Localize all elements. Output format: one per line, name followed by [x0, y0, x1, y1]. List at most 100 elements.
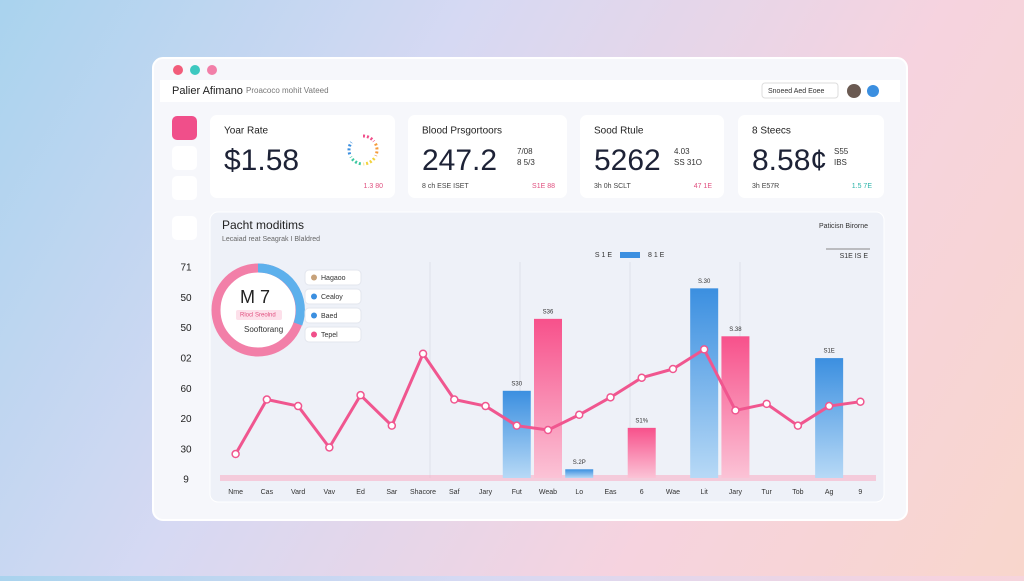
ring-seg — [362, 134, 376, 143]
line-point — [356, 390, 365, 400]
legend-right: S1E IS E — [840, 253, 869, 260]
y-axis-label: 02 — [180, 354, 192, 365]
ring-seg — [347, 141, 353, 155]
donut-widget: M 7 Rlocl Sreolnd Sooftorang Hagaoo Cealo… — [211, 263, 362, 357]
line-point — [793, 421, 803, 430]
line-point — [512, 421, 522, 430]
panel-right-title: Paticisn Birorne — [819, 223, 868, 230]
donut-ring — [257, 263, 305, 326]
x-axis-label: Vav — [324, 489, 336, 496]
header-bar — [160, 80, 900, 102]
bar-label: S.38 — [729, 327, 742, 333]
kpi-card — [580, 115, 724, 198]
x-axis-label: Tur — [762, 489, 773, 496]
popup-label: Cealoy — [321, 294, 343, 301]
x-axis-label: Fut — [512, 489, 522, 496]
kpi-foot-right: S1E 88 — [532, 183, 555, 190]
bar — [690, 288, 719, 478]
bar-label: S30 — [511, 381, 522, 387]
kpi-label: 8 Steecs — [752, 126, 791, 137]
line-point — [262, 395, 272, 404]
line-point — [325, 443, 334, 452]
x-axis-label: Tob — [792, 489, 803, 496]
x-axis-label: Jary — [479, 489, 493, 496]
y-axis-label: 9 — [183, 475, 189, 486]
line-point — [543, 425, 553, 435]
line-point — [762, 399, 771, 409]
donut-tag-bg — [236, 310, 282, 320]
panel-subtitle: Lecaiad reat Seagrak I Blaldred — [222, 236, 320, 243]
line-point — [418, 349, 428, 358]
line-point — [699, 345, 709, 354]
donut-tag: Rlocl Sreolnd — [240, 313, 276, 319]
x-axis-label: Jary — [729, 489, 743, 496]
y-axis-label: 71 — [180, 263, 192, 274]
kpi-label: Sood Rtule — [594, 126, 644, 137]
dot — [173, 65, 183, 75]
kpi-side: 4.03 — [674, 147, 690, 156]
donut-value: M 7 — [240, 287, 270, 307]
kpi-side: IBS — [834, 158, 847, 167]
app-subtitle: Proacoco mohit Vateed — [246, 86, 329, 95]
x-axis-label: Lit — [700, 489, 707, 496]
dropdown-label: Snoeed Aed Eoee — [768, 88, 825, 95]
kpi-foot-right: 1.5 7E — [852, 183, 873, 190]
line-point — [824, 401, 834, 411]
kpi-value: 5262 — [594, 144, 661, 177]
kpi-side: 7/08 — [517, 147, 533, 156]
popup-item — [304, 288, 362, 305]
ring-seg — [374, 142, 379, 157]
popup-label: Tepel — [321, 332, 338, 339]
popup-dot — [311, 312, 317, 319]
dropdown[interactable] — [761, 82, 839, 99]
dot — [190, 65, 200, 75]
nav-icon[interactable] — [172, 176, 197, 200]
line-point — [450, 395, 459, 404]
x-axis-label: Ed — [356, 489, 365, 496]
kpi-foot-right: 1.3 80 — [364, 183, 384, 190]
legend-item: 8 1 E — [648, 252, 665, 259]
nav-icon[interactable] — [172, 146, 197, 170]
y-axis-label: 30 — [180, 444, 192, 455]
y-axis-label: 60 — [180, 384, 192, 395]
panel-title: Pacht moditims — [222, 218, 304, 232]
popup-label: Baed — [321, 313, 337, 320]
kpi-foot: 8 ch ESE ISET — [422, 183, 469, 190]
popup-dot — [311, 274, 317, 281]
x-axis-label: Ag — [825, 489, 834, 496]
x-axis-label: Vard — [291, 489, 305, 496]
notify[interactable] — [867, 85, 879, 97]
kpi-label: Yoar Rate — [224, 126, 269, 137]
avatar[interactable] — [847, 84, 861, 98]
bar-label: S36 — [543, 309, 554, 315]
x-axis-label: Saf — [449, 489, 460, 496]
nav-icon[interactable] — [172, 216, 197, 240]
x-axis-label: 6 — [640, 489, 644, 496]
kpi-value: 247.2 — [422, 144, 497, 177]
kpi-card — [210, 115, 395, 198]
bar-label: S1E — [823, 349, 834, 355]
x-axis-label: Sar — [386, 489, 398, 496]
kpi-side: S55 — [834, 147, 849, 156]
line-point — [606, 393, 615, 402]
line-point — [668, 364, 678, 374]
bar — [565, 469, 594, 478]
kpi-label: Blood Prsgortoors — [422, 126, 502, 137]
line-point — [637, 373, 646, 382]
popup-item — [304, 307, 362, 324]
ring-seg — [363, 157, 376, 166]
y-axis-label: 20 — [180, 414, 192, 425]
line-point — [731, 406, 740, 415]
popup-dot — [311, 293, 317, 300]
bar — [502, 390, 531, 478]
line-point — [231, 449, 240, 459]
kpi-side: 8 5/3 — [517, 158, 535, 167]
y-axis-label: 50 — [180, 323, 192, 334]
x-axis-label: Shacore — [410, 489, 436, 496]
kpi-card — [738, 115, 884, 198]
nav-icon[interactable] — [172, 116, 197, 140]
bar-label: S1% — [635, 418, 648, 424]
popup-label: Hagaoo — [321, 275, 346, 282]
